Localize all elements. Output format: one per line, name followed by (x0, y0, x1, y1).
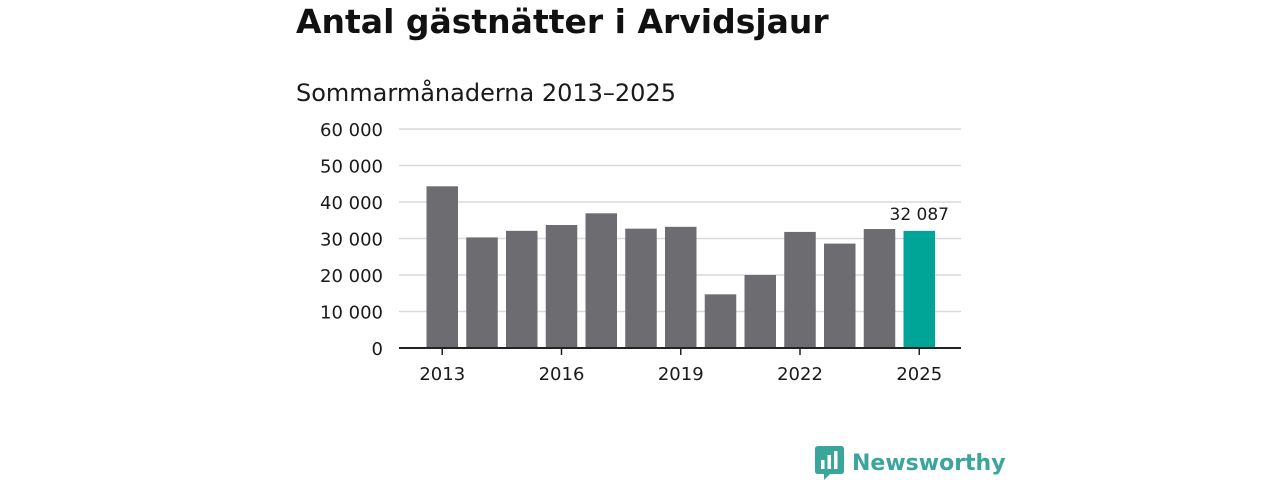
bar (824, 243, 856, 348)
bar (585, 213, 617, 348)
bar (704, 294, 737, 348)
x-tick-label: 2022 (777, 364, 823, 385)
bar (506, 230, 538, 348)
brand-name: Newsworthy (852, 450, 1006, 476)
newsworthy-logo-icon (815, 446, 844, 480)
chart-title: Antal gästnätter i Arvidsjaur (296, 2, 829, 41)
x-tick-label: 2019 (658, 364, 704, 385)
bar (665, 226, 697, 348)
bar (426, 186, 458, 348)
y-tick-label: 0 (372, 339, 383, 360)
brand-logo: Newsworthy (815, 446, 1006, 480)
x-tick-label: 2016 (539, 364, 585, 385)
x-tick-label: 2013 (419, 364, 465, 385)
y-tick-label: 20 000 (320, 266, 383, 287)
y-tick-label: 30 000 (320, 230, 383, 251)
bar (625, 228, 657, 348)
bar (545, 224, 578, 348)
bar (784, 231, 816, 348)
y-tick-label: 50 000 (320, 157, 383, 178)
y-tick-label: 60 000 (320, 120, 383, 141)
x-tick-label: 2025 (896, 364, 942, 385)
bar (466, 237, 498, 348)
y-tick-label: 10 000 (320, 303, 383, 324)
bar (903, 230, 935, 348)
bar (863, 229, 896, 348)
bar (744, 275, 776, 348)
chart-subtitle: Sommarmånaderna 2013–2025 (296, 79, 676, 107)
data-label: 32 087 (890, 205, 949, 225)
y-tick-label: 40 000 (320, 193, 383, 214)
